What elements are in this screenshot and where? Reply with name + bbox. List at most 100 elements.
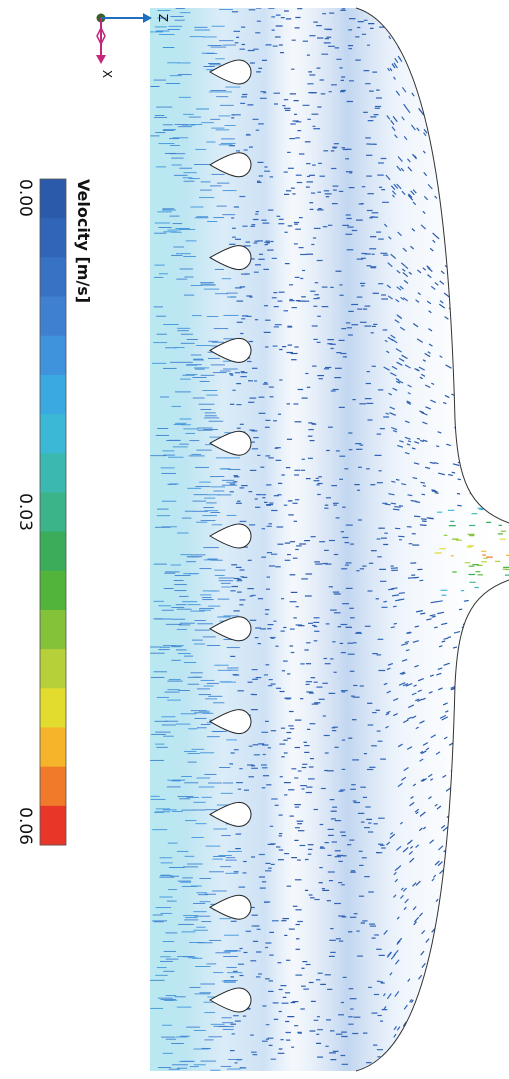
velocity-vector	[456, 492, 461, 495]
obstacle	[209, 894, 252, 920]
z-arrowhead	[143, 13, 152, 23]
velocity-vector	[439, 280, 445, 285]
velocity-vector	[401, 642, 409, 646]
velocity-vector	[404, 640, 410, 644]
velocity-vector	[388, 493, 395, 496]
velocity-vector	[410, 190, 415, 196]
velocity-vector	[485, 455, 491, 458]
velocity-vector	[426, 265, 431, 270]
velocity-vector	[458, 194, 462, 199]
velocity-vector	[426, 15, 430, 19]
velocity-vector	[454, 388, 461, 393]
velocity-vector	[420, 518, 427, 520]
velocity-vector	[449, 918, 453, 922]
velocity-vector	[502, 219, 507, 223]
velocity-vector	[475, 806, 480, 810]
velocity-vector	[457, 478, 462, 481]
velocity-vector	[440, 918, 446, 925]
velocity-vector	[396, 23, 401, 30]
velocity-vector	[393, 1026, 397, 1031]
velocity-vector	[474, 658, 479, 661]
velocity-vector	[410, 34, 414, 39]
velocity-vector	[425, 406, 432, 410]
velocity-vector	[478, 727, 485, 732]
velocity-vector	[436, 600, 443, 603]
velocity-vector	[459, 883, 463, 887]
velocity-vector	[461, 81, 466, 87]
velocity-vector	[492, 62, 497, 69]
velocity-vector	[450, 222, 456, 227]
velocity-vector	[387, 295, 393, 300]
velocity-vector	[450, 286, 456, 291]
velocity-vector	[468, 945, 472, 950]
velocity-vector	[489, 719, 495, 723]
velocity-vector	[463, 303, 467, 307]
velocity-vector	[479, 123, 485, 130]
velocity-vector	[502, 341, 509, 347]
velocity-vector	[427, 267, 433, 272]
velocity-vector	[443, 637, 449, 640]
velocity-vector	[407, 392, 411, 395]
velocity-vector	[394, 867, 399, 872]
velocity-vector	[450, 218, 454, 222]
velocity-vector	[504, 1031, 509, 1038]
velocity-vector	[432, 232, 438, 238]
velocity-vector	[419, 720, 425, 724]
velocity-vector	[479, 863, 486, 869]
velocity-vector	[467, 890, 473, 896]
obstacle	[209, 152, 252, 178]
velocity-vector	[466, 47, 470, 51]
velocity-vector	[503, 1028, 508, 1035]
velocity-vector	[443, 95, 448, 102]
velocity-vector	[437, 687, 443, 691]
velocity-vector	[458, 319, 465, 324]
velocity-vector	[478, 873, 483, 878]
velocity-vector	[402, 846, 409, 853]
velocity-vector	[503, 340, 508, 344]
velocity-vector	[503, 360, 509, 365]
velocity-vector	[482, 170, 487, 175]
colorbar: Velocity [m/s] 0.00 0.03 0.06	[15, 178, 93, 846]
velocity-vector	[393, 712, 398, 717]
velocity-vector	[478, 672, 485, 676]
velocity-vector	[465, 680, 472, 685]
velocity-vector	[442, 122, 448, 129]
velocity-vector	[457, 814, 464, 819]
velocity-vector	[495, 450, 503, 454]
velocity-vector	[457, 380, 463, 384]
velocity-vector	[490, 75, 495, 82]
velocity-vector	[406, 400, 411, 404]
velocity-vector	[483, 854, 488, 859]
velocity-vector	[421, 373, 426, 377]
colorbar-bin	[40, 179, 66, 219]
colorbar-bin	[40, 609, 66, 650]
velocity-vector	[432, 983, 437, 989]
velocity-vector	[457, 1034, 462, 1039]
velocity-vector	[485, 126, 490, 131]
velocity-vector	[439, 355, 443, 359]
velocity-vector	[474, 976, 480, 983]
velocity-vector	[403, 1004, 408, 1010]
velocity-vector	[427, 74, 432, 81]
velocity-vector	[399, 671, 405, 675]
velocity-vector	[493, 301, 497, 305]
velocity-vector	[480, 144, 485, 150]
velocity-vector	[410, 796, 414, 799]
velocity-vector	[423, 69, 428, 76]
velocity-vector	[499, 59, 503, 63]
velocity-vector	[485, 420, 492, 424]
velocity-vector	[419, 758, 424, 762]
velocity-vector	[407, 978, 411, 982]
velocity-vector	[426, 300, 432, 305]
velocity-vector	[446, 101, 451, 107]
velocity-vector	[393, 697, 399, 702]
velocity-vector	[463, 228, 469, 234]
velocity-vector	[450, 171, 456, 177]
colorbar-title: Velocity [m/s]	[74, 179, 93, 303]
colorbar-bin	[40, 296, 66, 337]
velocity-vector	[500, 661, 508, 666]
velocity-vector	[395, 377, 400, 381]
velocity-vector	[457, 46, 461, 51]
colorbar-bin	[40, 649, 66, 689]
velocity-vector	[385, 174, 391, 181]
